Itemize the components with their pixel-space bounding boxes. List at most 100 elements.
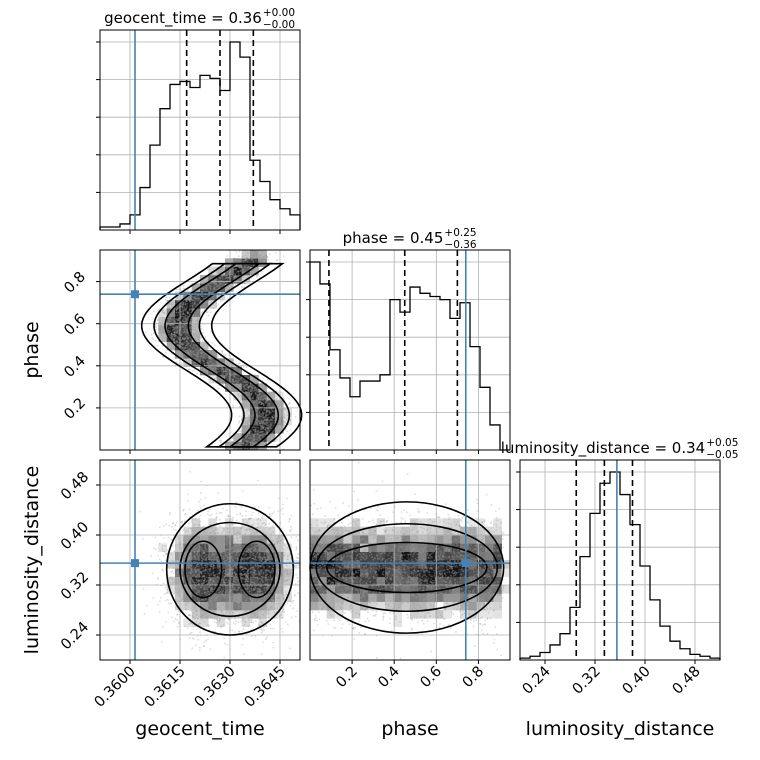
- sample-point: [195, 578, 198, 581]
- sample-point: [202, 525, 205, 528]
- sample-point: [286, 547, 289, 549]
- sample-point: [259, 434, 261, 436]
- sample-point: [272, 414, 275, 416]
- sample-point: [260, 433, 263, 436]
- sample-point: [281, 576, 284, 579]
- sample-point: [197, 303, 199, 306]
- sample-point: [288, 572, 290, 574]
- sample-point: [255, 553, 258, 556]
- density-cell: [191, 283, 201, 292]
- sample-point: [235, 610, 238, 612]
- sample-point: [199, 355, 202, 358]
- sample-point: [172, 544, 175, 547]
- sample-point: [226, 581, 229, 583]
- density-cell: [175, 308, 184, 317]
- sample-point: [237, 270, 240, 272]
- sample-point: [252, 440, 255, 443]
- sample-point: [203, 302, 206, 305]
- sample-point: [227, 608, 230, 610]
- sample-point: [184, 552, 187, 555]
- sample-point: [266, 438, 269, 441]
- sample-point: [200, 325, 202, 328]
- sample-point: [231, 441, 234, 443]
- sample-point: [195, 298, 198, 301]
- sample-point: [252, 435, 255, 437]
- sample-point: [160, 641, 163, 643]
- sample-point: [247, 386, 250, 389]
- sample-point: [263, 404, 265, 407]
- sample-point: [248, 425, 251, 428]
- sample-point: [221, 532, 224, 534]
- sample-point: [203, 558, 206, 561]
- sample-point: [206, 600, 209, 603]
- sample-point: [181, 306, 184, 309]
- sample-point: [265, 397, 267, 399]
- sample-point: [292, 599, 295, 602]
- sample-point: [210, 350, 213, 353]
- sample-point: [188, 566, 190, 569]
- sample-point: [177, 314, 179, 317]
- sample-point: [205, 361, 208, 363]
- sample-point: [251, 437, 254, 440]
- sample-point: [172, 311, 175, 314]
- sample-point: [270, 588, 273, 591]
- sample-point: [164, 621, 167, 623]
- sample-point: [199, 309, 202, 311]
- sample-point: [270, 411, 272, 414]
- sample-point: [162, 309, 165, 312]
- sample-point: [163, 332, 165, 335]
- sample-point: [255, 413, 258, 416]
- sample-point: [214, 367, 217, 370]
- sample-point: [258, 411, 261, 414]
- sample-point: [152, 338, 155, 340]
- sample-point: [180, 313, 183, 316]
- sample-point: [227, 553, 230, 556]
- sample-point: [259, 421, 262, 424]
- sample-point: [281, 422, 284, 425]
- sample-point: [246, 377, 249, 379]
- sample-point: [154, 548, 157, 551]
- sample-point: [252, 411, 254, 413]
- sample-point: [154, 536, 157, 539]
- sample-point: [237, 380, 239, 383]
- sample-point: [193, 296, 196, 298]
- sample-point: [272, 531, 275, 533]
- sample-point: [230, 387, 233, 390]
- sample-point: [221, 298, 224, 301]
- sample-point: [219, 525, 222, 527]
- sample-point: [234, 554, 237, 557]
- sample-point: [244, 375, 247, 378]
- sample-point: [209, 585, 212, 588]
- sample-point: [190, 341, 193, 344]
- sample-point: [257, 259, 260, 262]
- sample-point: [195, 297, 197, 300]
- sample-point: [157, 328, 160, 331]
- sample-point: [201, 352, 203, 354]
- density-cell: [266, 408, 276, 417]
- sample-point: [174, 335, 176, 338]
- sample-point: [212, 307, 215, 309]
- sample-point: [232, 539, 235, 542]
- sample-point: [250, 635, 253, 638]
- density-cell: [208, 266, 217, 276]
- sample-point: [237, 270, 240, 273]
- sample-point: [180, 316, 183, 319]
- sample-point: [241, 514, 244, 517]
- sample-point: [214, 283, 217, 285]
- sample-point: [185, 340, 188, 342]
- sample-point: [254, 604, 257, 607]
- sample-point: [264, 431, 267, 433]
- sample-point: [248, 266, 251, 269]
- sample-point: [256, 617, 259, 620]
- sample-point: [208, 284, 211, 286]
- sample-point: [242, 372, 245, 375]
- sample-point: [241, 256, 244, 258]
- sample-point: [267, 403, 270, 406]
- sample-point: [268, 411, 271, 413]
- sample-point: [231, 606, 233, 609]
- sample-point: [174, 356, 177, 359]
- sample-point: [185, 318, 188, 321]
- density-cell: [175, 316, 184, 326]
- sample-point: [212, 538, 215, 541]
- sample-point: [286, 623, 289, 626]
